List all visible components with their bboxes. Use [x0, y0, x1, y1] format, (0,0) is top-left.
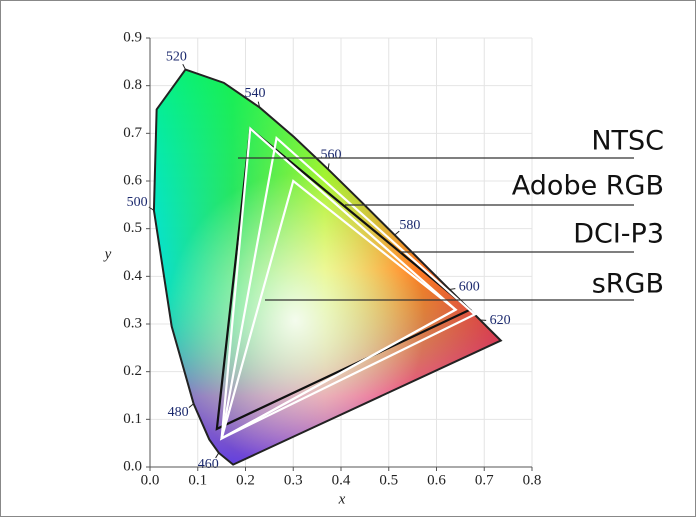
wavelength-tick: [327, 163, 330, 170]
x-tick-label: 0.6: [427, 472, 446, 488]
wavelength-label: 620: [490, 313, 511, 328]
wavelength-tick: [394, 230, 400, 236]
wavelength-label: 540: [245, 86, 266, 101]
y-tick-label: 0.5: [123, 220, 142, 236]
y-tick-label: 0.4: [123, 268, 142, 284]
y-axis-label: y: [103, 246, 112, 262]
wavelength-label: 560: [321, 148, 342, 163]
wavelength-label: 600: [459, 280, 480, 295]
wavelength-label: 500: [127, 195, 148, 210]
gamut-triangle: [220, 135, 477, 441]
wavelength-label: 580: [399, 218, 420, 233]
x-tick-label: 0.4: [332, 472, 351, 488]
y-tick-label: 0.0: [123, 458, 142, 474]
y-tick-label: 0.9: [123, 29, 142, 45]
x-axis-label: x: [338, 491, 346, 507]
wavelength-label: 480: [168, 405, 189, 420]
x-tick-label: 0.2: [236, 472, 255, 488]
gamut-triangle: [219, 179, 458, 441]
x-tick-label: 0.7: [475, 472, 494, 488]
y-tick-label: 0.6: [123, 172, 142, 188]
x-tick-label: 0.1: [188, 472, 207, 488]
x-tick-label: 0.8: [523, 472, 542, 488]
wavelength-label: 520: [166, 49, 187, 64]
y-tick-label: 0.8: [123, 77, 142, 93]
wavelength-tick: [215, 452, 220, 459]
legend-label: sRGB: [592, 269, 664, 300]
wavelength-tick: [449, 288, 456, 290]
x-tick-label: 0.3: [284, 472, 303, 488]
wavelength-label: 460: [198, 457, 219, 472]
wavelength-tick: [182, 63, 186, 70]
legend-label: DCI-P3: [573, 219, 664, 250]
x-tick-label: 0.0: [141, 472, 160, 488]
y-tick-label: 0.1: [123, 411, 142, 427]
gamut-triangle: [215, 126, 472, 431]
x-tick-label: 0.5: [379, 472, 398, 488]
wavelength-tick: [257, 101, 261, 108]
wavelength-tick: [188, 403, 194, 408]
spectral-locus: [152, 68, 503, 466]
legend-label: NTSC: [591, 126, 664, 157]
y-tick-label: 0.2: [123, 363, 142, 379]
legend-label: Adobe RGB: [512, 171, 664, 202]
y-tick-label: 0.7: [123, 125, 142, 141]
y-tick-label: 0.3: [123, 315, 142, 331]
